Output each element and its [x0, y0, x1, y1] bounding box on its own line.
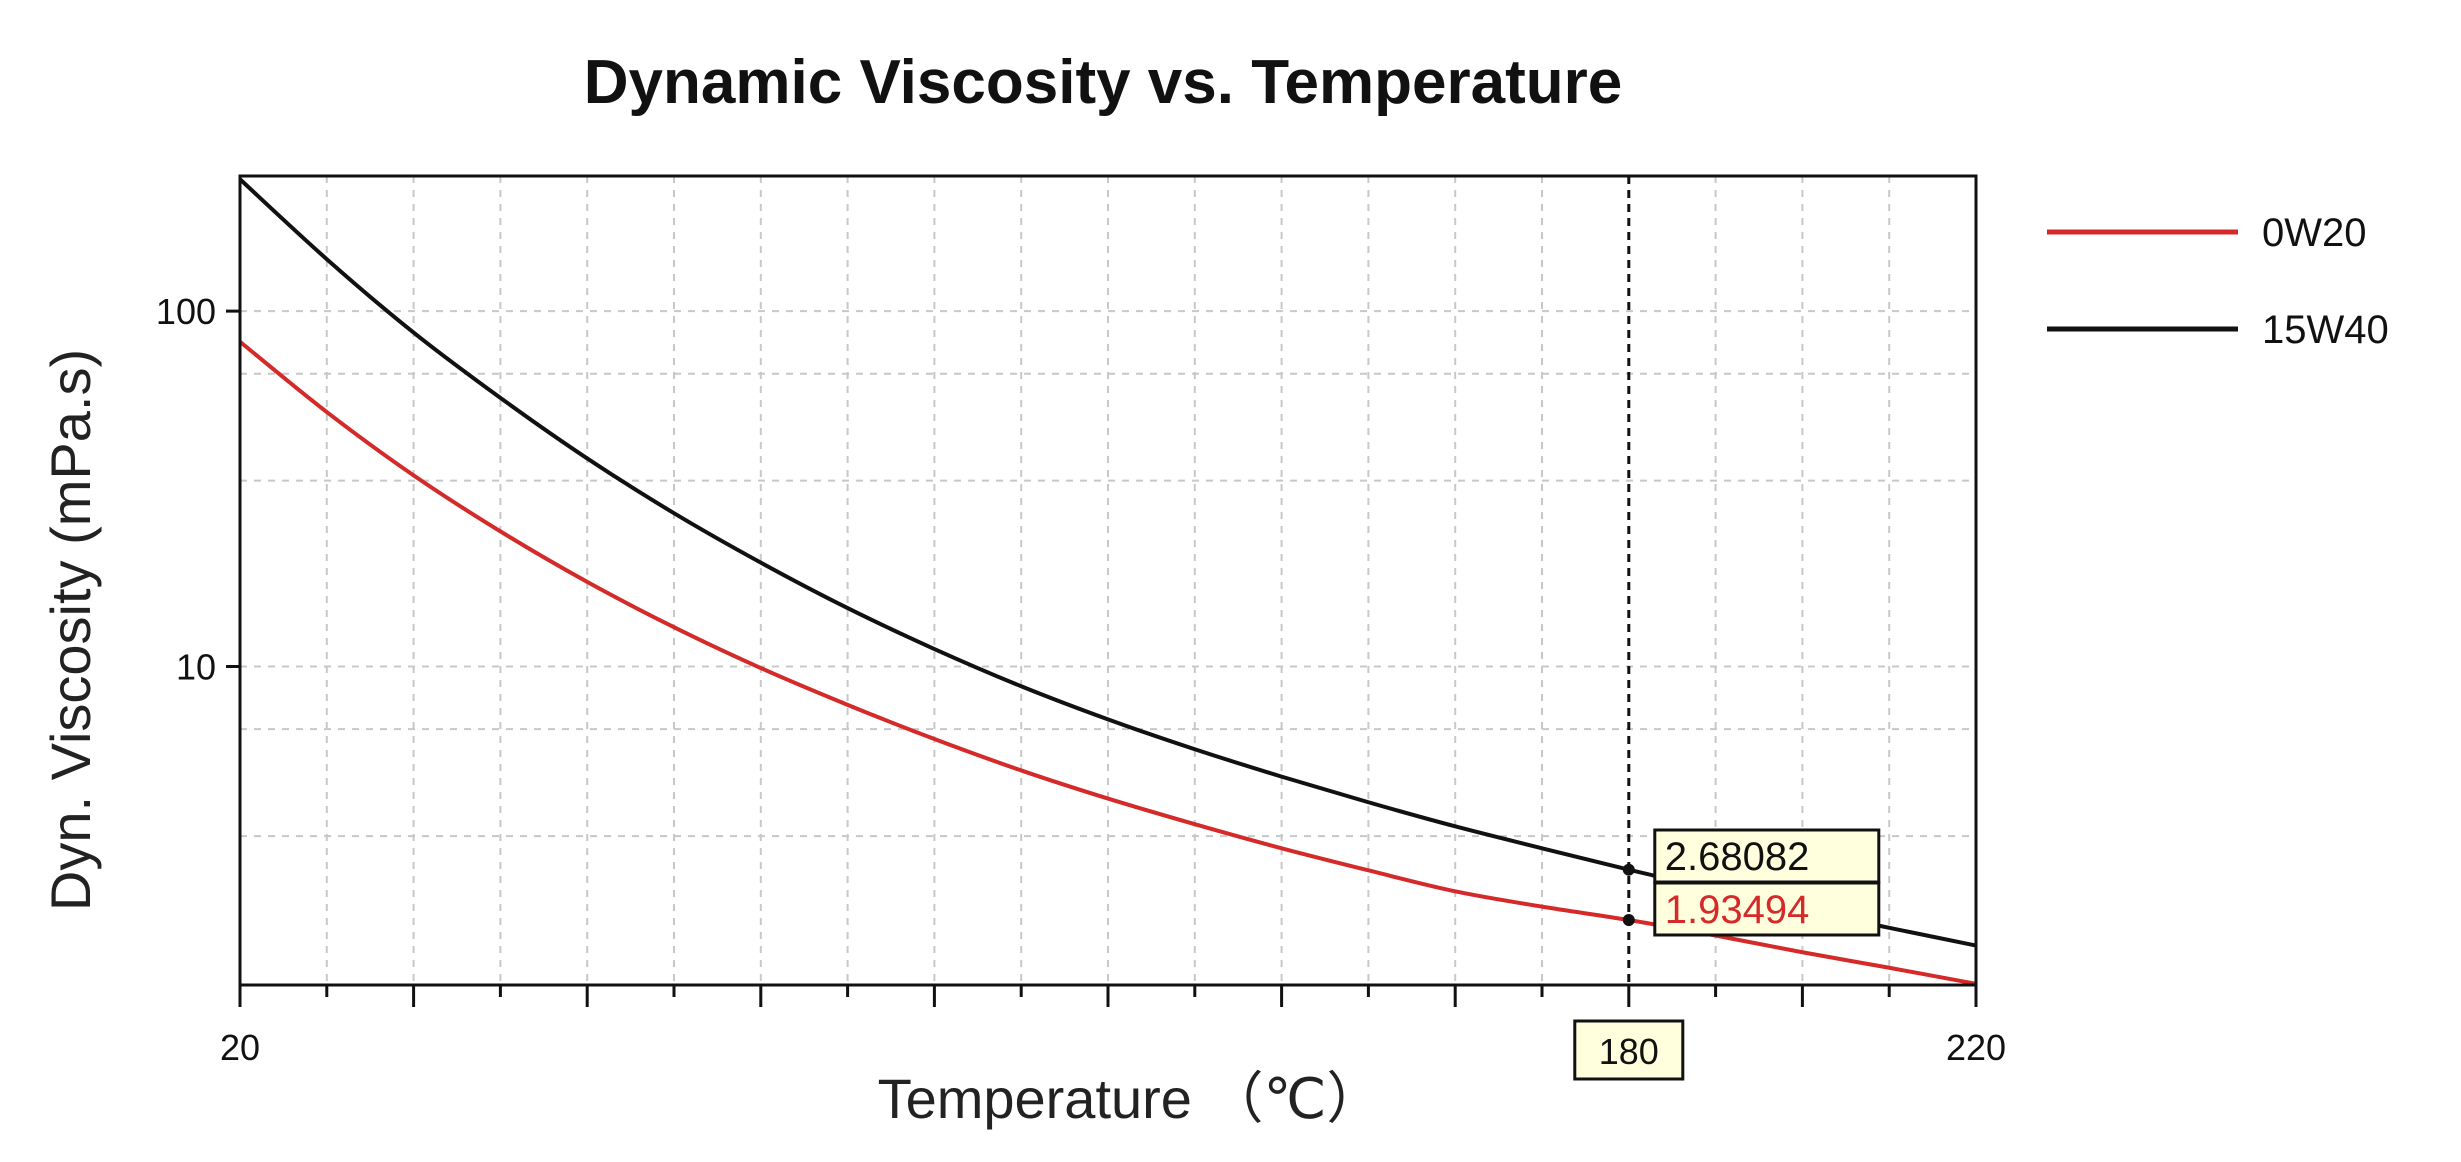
legend-label-15w40: 15W40 [2262, 308, 2389, 352]
legend-label-0w20: 0W20 [2262, 211, 2367, 255]
legend: 0W20 15W40 [2047, 211, 2389, 352]
x-axis-label: Temperature （℃） [878, 1067, 1383, 1130]
y-axis-label: Dyn. Viscosity (mPa.s) [39, 349, 102, 911]
x-tick-label-max: 220 [1946, 1027, 2006, 1068]
readout-value-15w40: 2.68082 [1665, 835, 1810, 879]
x-axis-ticks [226, 309, 1978, 1007]
readout-box-0w20 [1653, 881, 1881, 937]
cursor-readout[interactable]: 2.68082 1.93494 180 [1573, 176, 1881, 1081]
cursor-x-box [1573, 1019, 1685, 1081]
chart-title: Dynamic Viscosity vs. Temperature [584, 48, 1622, 117]
y-tick-label-10: 10 [176, 647, 216, 688]
cursor-point-0w20 [1622, 914, 1635, 927]
cursor-x-value: 180 [1599, 1031, 1659, 1072]
readout-box-15w40 [1653, 828, 1881, 884]
cursor-point-15w40 [1622, 863, 1635, 876]
x-tick-label-min: 20 [220, 1027, 260, 1068]
readout-value-0w20: 1.93494 [1665, 888, 1810, 932]
y-tick-label-100: 100 [156, 291, 216, 332]
